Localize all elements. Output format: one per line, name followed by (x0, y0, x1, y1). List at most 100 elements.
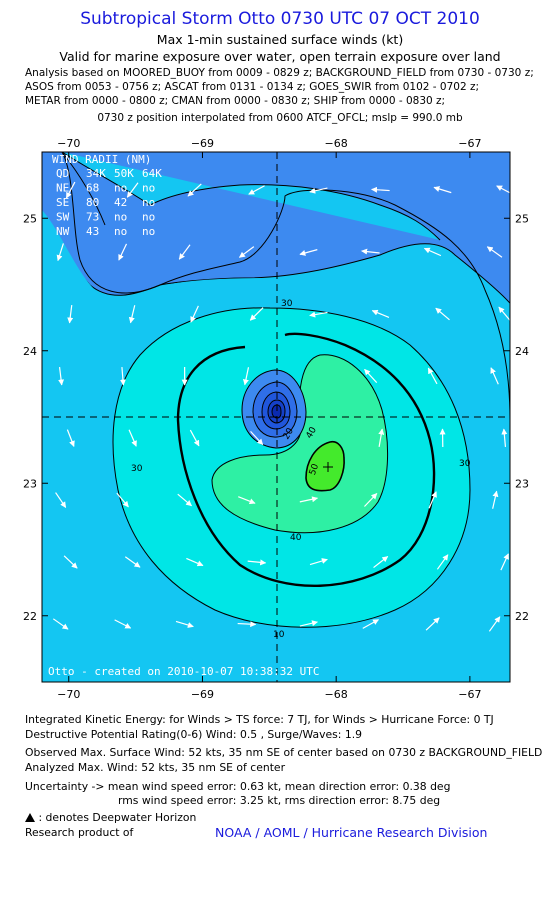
wind-arrow (425, 617, 440, 631)
wind-arrow (248, 185, 265, 195)
wind-arrow (498, 306, 510, 322)
wind-arrow (186, 557, 204, 567)
wind-radii-cell: 73 (86, 211, 99, 224)
wind-arrow (435, 307, 450, 321)
contour-label: 50 (308, 462, 321, 476)
wind-arrow (309, 311, 328, 318)
wind-radii-title: WIND RADII (NM) (52, 153, 151, 166)
lat-tick-label-right: 23 (515, 477, 529, 490)
lon-tick-label-top: −69 (191, 137, 214, 150)
wind-arrow (373, 555, 389, 569)
analyzed-wind-line: Analyzed Max. Wind: 52 kts, 35 nm SE of … (25, 761, 286, 774)
wind-arrow (65, 181, 76, 199)
wind-radii-cell: no (142, 182, 155, 195)
wind-radii-cell: 68 (86, 182, 99, 195)
wind-arrow (488, 616, 501, 632)
lat-tick-label-right: 25 (515, 212, 529, 225)
wind-arrow (247, 559, 267, 566)
wind-arrow (249, 307, 264, 321)
wind-arrow (175, 620, 194, 628)
lat-tick-label-right: 24 (515, 345, 529, 358)
wind-radii-cell: no (114, 225, 127, 238)
wind-arrow (119, 366, 126, 386)
wind-arrow (190, 305, 199, 323)
lon-tick-label-top: −68 (325, 137, 348, 150)
wind-arrow (299, 249, 318, 256)
wind-map: 30 30 30 10 40 40 50 20 WIND RADII (NM) … (23, 137, 529, 700)
lon-tick-label-bottom: −69 (191, 688, 214, 700)
wind-arrow (490, 367, 499, 385)
contour-label: 30 (281, 299, 293, 309)
wind-radii-cell: NW (56, 225, 70, 238)
contour-label: 10 (273, 630, 285, 640)
wind-arrow (309, 558, 328, 566)
wind-arrow (361, 248, 380, 255)
wind-radii-cell: no (114, 182, 127, 195)
wind-radii-header-cell: 50K (114, 167, 134, 180)
deepwater-label: : denotes Deepwater Horizon (38, 811, 197, 824)
wind-radii-header-cell: QD (56, 167, 69, 180)
page-title: Subtropical Storm Otto 0730 UTC 07 OCT 2… (80, 9, 480, 29)
wind-arrow (118, 243, 128, 261)
wind-arrow (486, 246, 503, 258)
lon-tick-label-bottom: −67 (458, 688, 481, 700)
wind-radii-cell: no (142, 225, 155, 238)
wind-arrow (242, 367, 250, 386)
wind-arrow (126, 182, 139, 198)
wind-arrow (238, 496, 256, 505)
wind-radii-header-cell: 34K (86, 167, 106, 180)
wind-arrow (128, 305, 136, 324)
wind-arrow (371, 186, 390, 193)
wind-arrow (309, 187, 328, 194)
wind-arrow (501, 428, 508, 448)
axis-ticks (42, 152, 510, 682)
research-label: Research product of (25, 826, 134, 839)
lon-tick-label-top: −70 (57, 137, 80, 150)
wind-radii-cell: 43 (86, 225, 99, 238)
wind-radii-header-cell: 64K (142, 167, 162, 180)
lon-tick-label-bottom: −68 (325, 688, 348, 700)
analysis-line-1: Analysis based on MOORED_BUOY from 0009 … (25, 67, 534, 79)
contour-line-20-top (61, 152, 106, 226)
wind-arrow (114, 619, 132, 629)
lon-tick-label-top: −67 (458, 137, 481, 150)
wind-arrow (66, 429, 75, 447)
wind-arrow (299, 496, 319, 503)
wind-arrow (364, 493, 378, 507)
wind-arrow (56, 243, 64, 262)
wind-arrow (428, 491, 437, 509)
wind-arrow (237, 621, 257, 628)
wind-radii-cell: NE (56, 182, 69, 195)
wind-arrow (67, 304, 74, 324)
wind-arrow (178, 244, 191, 260)
wind-radii-cell: no (142, 196, 155, 209)
wind-radii-cell: 80 (86, 196, 99, 209)
lat-tick-label-left: 23 (23, 477, 37, 490)
lon-tick-label-bottom: −70 (57, 688, 80, 700)
contour-fill-50 (305, 440, 345, 492)
wind-arrow (500, 553, 509, 571)
wind-arrow (433, 186, 452, 194)
contour-line-34 (176, 332, 436, 587)
uncertainty-line-2: rms wind speed error: 3.25 kt, rms direc… (118, 794, 441, 807)
observed-wind-line: Observed Max. Surface Wind: 52 kts, 35 n… (25, 746, 543, 759)
wind-arrow (362, 619, 380, 629)
dpr-line: Destructive Potential Rating(0-6) Wind: … (25, 728, 363, 741)
subtitle-exposure: Valid for marine exposure over water, op… (59, 49, 501, 64)
contour-label: 40 (290, 533, 302, 543)
wind-arrow (124, 556, 141, 568)
contour-label: 30 (131, 464, 143, 474)
noaa-link[interactable]: NOAA / AOML / Hurricane Research Divisio… (215, 825, 488, 840)
wind-radii-cell: SW (56, 211, 70, 224)
deepwater-line: : denotes Deepwater Horizon (25, 811, 196, 824)
subtitle-max-winds: Max 1-min sustained surface winds (kt) (156, 32, 404, 47)
uncertainty-line-1: Uncertainty -> mean wind speed error: 0.… (25, 780, 451, 793)
wind-arrow (189, 429, 200, 447)
wind-arrow (177, 493, 192, 507)
wind-arrow (427, 367, 438, 385)
wind-arrow (58, 366, 65, 386)
wind-arrow (436, 554, 449, 570)
wind-vectors (52, 181, 510, 632)
plot-frame (41, 151, 511, 683)
